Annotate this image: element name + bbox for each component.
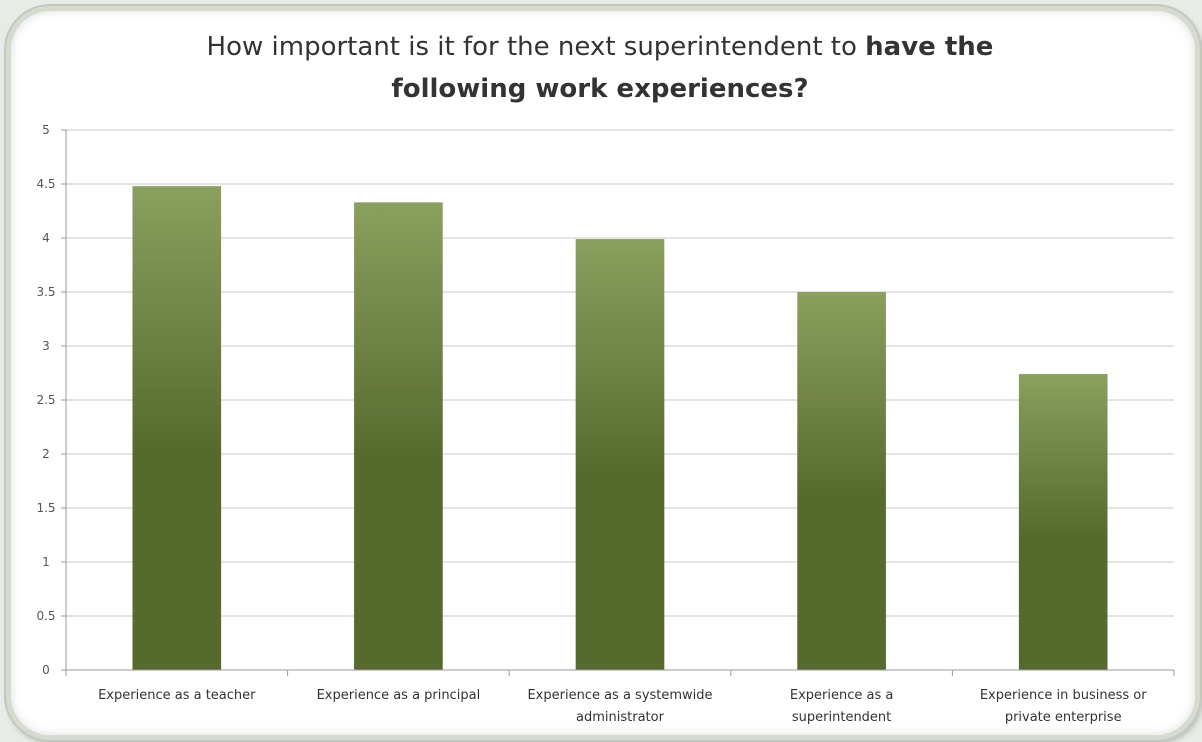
y-tick-label: 1 bbox=[42, 555, 50, 569]
tick-labels: 0 0.5 1 1.5 2 2.5 3 3.5 4 4.5 5 Experience as a tea… bbox=[36, 123, 1147, 725]
y-tick-label: 0 bbox=[42, 663, 50, 677]
x-category-label: Experience as a systemwide bbox=[527, 688, 712, 703]
bar bbox=[1018, 374, 1108, 670]
bar bbox=[132, 186, 222, 670]
x-category-label: Experience as a principal bbox=[317, 688, 481, 703]
x-category-label: superintendent bbox=[792, 710, 891, 725]
bar bbox=[797, 292, 886, 670]
y-tick-label: 1.5 bbox=[36, 501, 55, 515]
y-tick-label: 0.5 bbox=[36, 609, 55, 623]
y-tick-label: 3.5 bbox=[36, 285, 55, 299]
y-tick-label: 5 bbox=[42, 123, 50, 137]
chart-title-bold-fragment: have the bbox=[865, 32, 994, 62]
chart-title-line-1: How important is it for the next superin… bbox=[206, 32, 866, 62]
y-tick-label: 4 bbox=[42, 231, 50, 245]
x-category-label: Experience as a teacher bbox=[98, 688, 256, 703]
chart-title: How important is it for the next superin… bbox=[100, 26, 1100, 110]
x-category-label: private enterprise bbox=[1005, 710, 1122, 725]
bars bbox=[132, 186, 1108, 671]
y-tick-label: 3 bbox=[42, 339, 50, 353]
axes bbox=[61, 129, 1175, 676]
bar bbox=[354, 202, 443, 671]
y-tick-label: 2 bbox=[42, 447, 50, 461]
x-category-label: Experience as a bbox=[790, 688, 893, 703]
bar bbox=[575, 239, 665, 670]
x-category-label: Experience in business or bbox=[980, 688, 1147, 703]
x-category-label: administrator bbox=[576, 710, 665, 725]
y-tick-label: 2.5 bbox=[36, 393, 55, 407]
y-tick-label: 4.5 bbox=[36, 177, 55, 191]
chart-title-line-2: following work experiences? bbox=[391, 74, 809, 104]
